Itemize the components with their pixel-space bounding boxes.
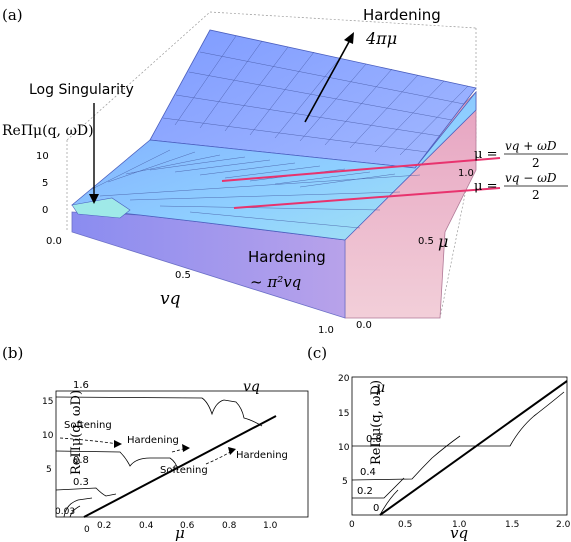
mu-axis-label: μ <box>438 232 448 251</box>
panel-c-xticks: 0 0.5 1.0 1.5 2.0 <box>349 520 571 530</box>
annotation-hardening-front: Hardening <box>248 248 326 266</box>
vq-axis: 0.0 0.5 1.0 vq <box>46 236 334 336</box>
line-label-lower: μ = vq − ωD 2 <box>474 171 568 202</box>
panel-b: (b) ReΠμ(q, ωD) μ vq 15 10 5 0.2 0.4 0.6… <box>2 344 309 542</box>
annotation-hardening-top-value: 4πμ <box>365 29 397 48</box>
z-tick-5: 5 <box>42 178 48 189</box>
svg-text:0: 0 <box>373 503 379 514</box>
svg-text:0.3: 0.3 <box>73 477 89 488</box>
vq-tick-0: 0.0 <box>46 236 62 247</box>
mu-axis: 0.0 0.5 1.0 μ <box>356 168 474 331</box>
panel-a-label: (a) <box>2 6 23 24</box>
svg-text:0: 0 <box>84 525 90 535</box>
panel-a: (a) ReΠμ(q, ωD) 10 5 <box>2 6 568 336</box>
z-axis-label: ReΠμ(q, ωD) <box>2 123 94 139</box>
panel-c-curves <box>351 380 568 516</box>
surface-low-patch <box>71 197 131 219</box>
panel-b-annotations: Softening Hardening Softening Hardening <box>59 420 288 476</box>
svg-text:0.4: 0.4 <box>139 521 154 531</box>
svg-text:0: 0 <box>349 520 355 530</box>
svg-text:0.8: 0.8 <box>73 455 89 466</box>
annotation-log-singularity: Log Singularity <box>29 82 134 98</box>
vq-tick-1: 1.0 <box>318 325 334 336</box>
svg-text:2: 2 <box>532 156 540 170</box>
arrow-hardening-top <box>304 32 354 123</box>
mu-tick-05: 0.5 <box>418 236 434 247</box>
svg-text:0.4: 0.4 <box>360 467 376 478</box>
vq-tick-05: 0.5 <box>175 270 191 281</box>
panel-b-frame <box>55 390 309 518</box>
svg-text:Hardening: Hardening <box>236 450 288 461</box>
svg-text:1.0: 1.0 <box>452 520 467 530</box>
line-label-upper: μ = vq + ωD 2 <box>474 139 568 170</box>
mu-tick-1: 1.0 <box>458 168 474 179</box>
svg-text:vq + ωD: vq + ωD <box>505 139 557 153</box>
svg-text:0.6: 0.6 <box>180 521 195 531</box>
svg-text:0.2: 0.2 <box>357 486 373 497</box>
svg-text:2: 2 <box>532 188 540 202</box>
svg-text:5: 5 <box>342 477 348 487</box>
annotation-hardening-top: Hardening <box>363 6 441 24</box>
panel-b-xlabel: μ <box>175 524 185 542</box>
z-axis: ReΠμ(q, ωD) 10 5 0 <box>2 123 94 216</box>
panel-b-curve-labels: 1.6 0.8 0.3 0.03 0 <box>55 380 90 535</box>
svg-text:μ =: μ = <box>474 179 497 194</box>
svg-text:1.6: 1.6 <box>73 380 89 391</box>
svg-text:0.5: 0.5 <box>398 520 412 530</box>
svg-text:Hardening: Hardening <box>127 435 179 446</box>
panel-b-ylabel: ReΠμ(q, ωD) <box>69 390 84 475</box>
svg-text:0.03: 0.03 <box>55 507 75 517</box>
svg-text:15: 15 <box>338 409 349 419</box>
mu-tick-0: 0.0 <box>356 320 372 331</box>
svg-text:0.8: 0.8 <box>366 434 382 445</box>
panel-b-curves <box>55 396 277 518</box>
panel-c-xlabel: vq <box>450 524 468 542</box>
arrow-log-singularity <box>89 103 99 204</box>
svg-text:5: 5 <box>46 465 52 475</box>
svg-text:Softening: Softening <box>64 420 112 431</box>
svg-text:20: 20 <box>338 374 350 384</box>
svg-text:vq − ωD: vq − ωD <box>505 171 557 185</box>
svg-text:0.8: 0.8 <box>222 521 237 531</box>
panel-b-xticks: 0.2 0.4 0.6 0.8 1.0 <box>97 521 278 531</box>
svg-text:10: 10 <box>338 443 350 453</box>
svg-text:0.2: 0.2 <box>97 521 111 531</box>
vq-axis-label: vq <box>160 289 181 309</box>
annotation-hardening-front-value: ~ π²vq <box>250 273 301 291</box>
svg-text:15: 15 <box>42 397 53 407</box>
panel-b-yticks: 15 10 5 <box>42 397 54 475</box>
svg-text:1.5: 1.5 <box>505 520 519 530</box>
panel-c-label: (c) <box>307 344 327 362</box>
svg-text:10: 10 <box>42 431 54 441</box>
panel-b-label: (b) <box>2 344 23 362</box>
svg-text:2.0: 2.0 <box>556 520 571 530</box>
svg-text:Softening: Softening <box>160 465 208 476</box>
panel-c-corner-label: μ <box>376 380 385 396</box>
panel-c-yticks: 20 15 10 5 <box>338 374 350 487</box>
svg-text:μ =: μ = <box>474 147 497 162</box>
z-tick-0: 0 <box>42 205 48 216</box>
panel-c-curve-labels: 0.8 0.4 0.2 0 <box>357 434 382 514</box>
panel-b-corner-label: vq <box>243 379 260 395</box>
panel-c-ylabel: ReΠμ(q, ωD) <box>369 380 384 465</box>
panel-c: (c) ReΠμ(q, ωD) vq μ 20 15 10 5 0 0.5 1.… <box>307 344 571 542</box>
boundary-lines <box>221 157 501 209</box>
svg-text:1.0: 1.0 <box>263 521 278 531</box>
z-tick-10: 10 <box>36 151 49 162</box>
